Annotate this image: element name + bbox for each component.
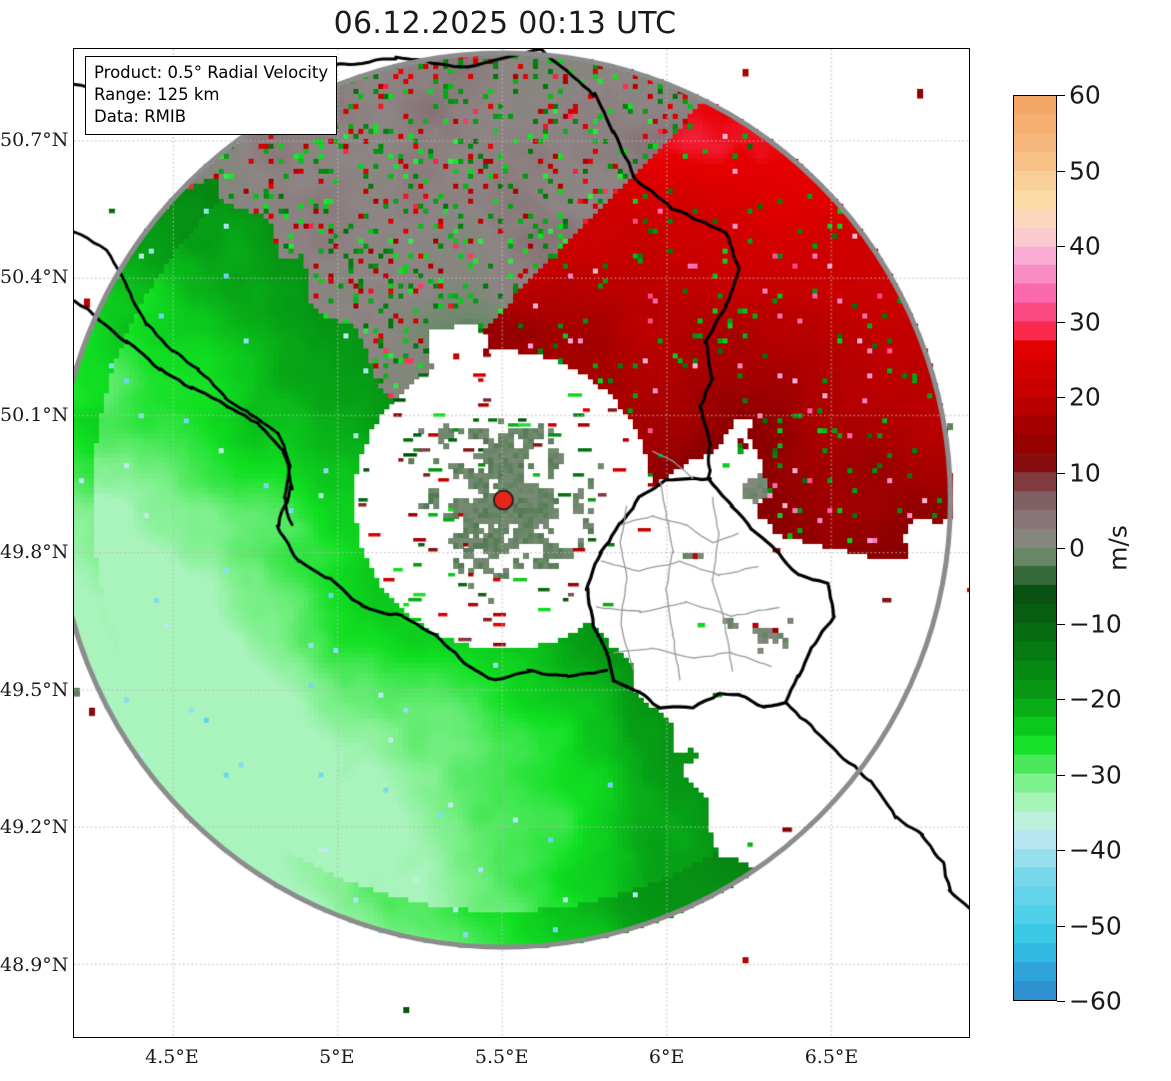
colorbar-tick-mark xyxy=(1057,623,1065,625)
colorbar-tick-mark xyxy=(1057,95,1065,97)
page-title: 06.12.2025 00:13 UTC xyxy=(333,6,677,41)
radar-map-axes[interactable] xyxy=(73,48,970,1038)
colorbar-tick-label: 30 xyxy=(1069,307,1101,336)
colorbar-tick-mark xyxy=(1057,472,1065,474)
colorbar-tick-mark xyxy=(1057,170,1065,172)
colorbar-tick-label: −30 xyxy=(1069,760,1122,789)
info-range-line: Range: 125 km xyxy=(94,84,220,104)
product-info-box: Product: 0.5° Radial Velocity Range: 125… xyxy=(85,56,338,135)
colorbar-tick-label: 0 xyxy=(1069,533,1085,563)
latitude-tick-label: 50.7°N xyxy=(0,128,69,151)
colorbar-tick-label: 20 xyxy=(1069,382,1101,412)
latitude-tick-label: 50.4°N xyxy=(0,266,69,289)
latitude-tick-label: 49.2°N xyxy=(0,816,69,839)
colorbar-tick-mark xyxy=(1057,1001,1065,1003)
colorbar-tick-label: −10 xyxy=(1069,609,1122,638)
latitude-tick-label: 49.8°N xyxy=(0,541,69,564)
longitude-tick-label: 4.5°E xyxy=(145,1046,199,1068)
colorbar-tick-label: −60 xyxy=(1069,986,1122,1016)
colorbar-tick-mark xyxy=(1057,321,1065,323)
radar-map-canvas[interactable] xyxy=(74,49,969,1037)
latitude-tick-label: 50.1°N xyxy=(0,403,69,426)
colorbar-tick-mark xyxy=(1057,548,1065,550)
colorbar-tick-label: −20 xyxy=(1069,684,1122,714)
longitude-tick-label: 5.5°E xyxy=(474,1046,529,1068)
info-data-line: Data: RMIB xyxy=(94,106,187,126)
colorbar-tick-mark xyxy=(1057,699,1065,701)
longitude-tick-label: 5°E xyxy=(319,1046,355,1068)
colorbar-tick-mark xyxy=(1057,850,1065,852)
colorbar-tick-label: −50 xyxy=(1069,911,1122,940)
info-product-line: Product: 0.5° Radial Velocity xyxy=(94,63,329,82)
colorbar-tick-mark xyxy=(1057,925,1065,927)
longitude-tick-label: 6°E xyxy=(648,1046,685,1068)
colorbar-tick-label: −40 xyxy=(1069,835,1122,865)
colorbar-tick-label: 40 xyxy=(1069,231,1101,261)
latitude-tick-label: 49.5°N xyxy=(0,678,69,701)
colorbar-tick-mark xyxy=(1057,397,1065,399)
colorbar-tick-mark xyxy=(1057,774,1065,776)
colorbar-tick-label: 10 xyxy=(1069,458,1101,487)
longitude-tick-label: 6.5°E xyxy=(804,1046,859,1068)
colorbar-tick-mark xyxy=(1057,246,1065,248)
colorbar[interactable] xyxy=(1013,95,1057,1001)
colorbar-gradient xyxy=(1014,96,1056,1000)
latitude-tick-label: 48.9°N xyxy=(0,953,69,976)
colorbar-unit-label: m/s xyxy=(1103,525,1133,571)
colorbar-tick-label: 60 xyxy=(1069,80,1101,110)
colorbar-tick-label: 50 xyxy=(1069,156,1101,185)
